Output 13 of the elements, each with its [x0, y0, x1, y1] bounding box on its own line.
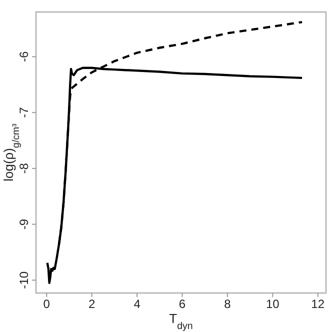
x-tick-label: 12: [311, 297, 325, 311]
x-tick-label: 4: [134, 297, 141, 311]
y-tick-label: -7: [17, 106, 31, 118]
x-tick-label: 6: [178, 297, 186, 311]
y-tick-label: -10: [17, 271, 31, 289]
x-tick-label: 0: [43, 297, 50, 311]
x-axis-title: T$_{dyn}$: [169, 311, 193, 332]
x-tick-label: 10: [266, 297, 280, 311]
y-tick-label: -6: [17, 51, 31, 62]
x-tick-label: 8: [224, 297, 232, 311]
x-tick-label: 2: [88, 297, 96, 311]
y-tick-label: -8: [17, 162, 31, 174]
y-tick-label: -9: [17, 218, 31, 230]
